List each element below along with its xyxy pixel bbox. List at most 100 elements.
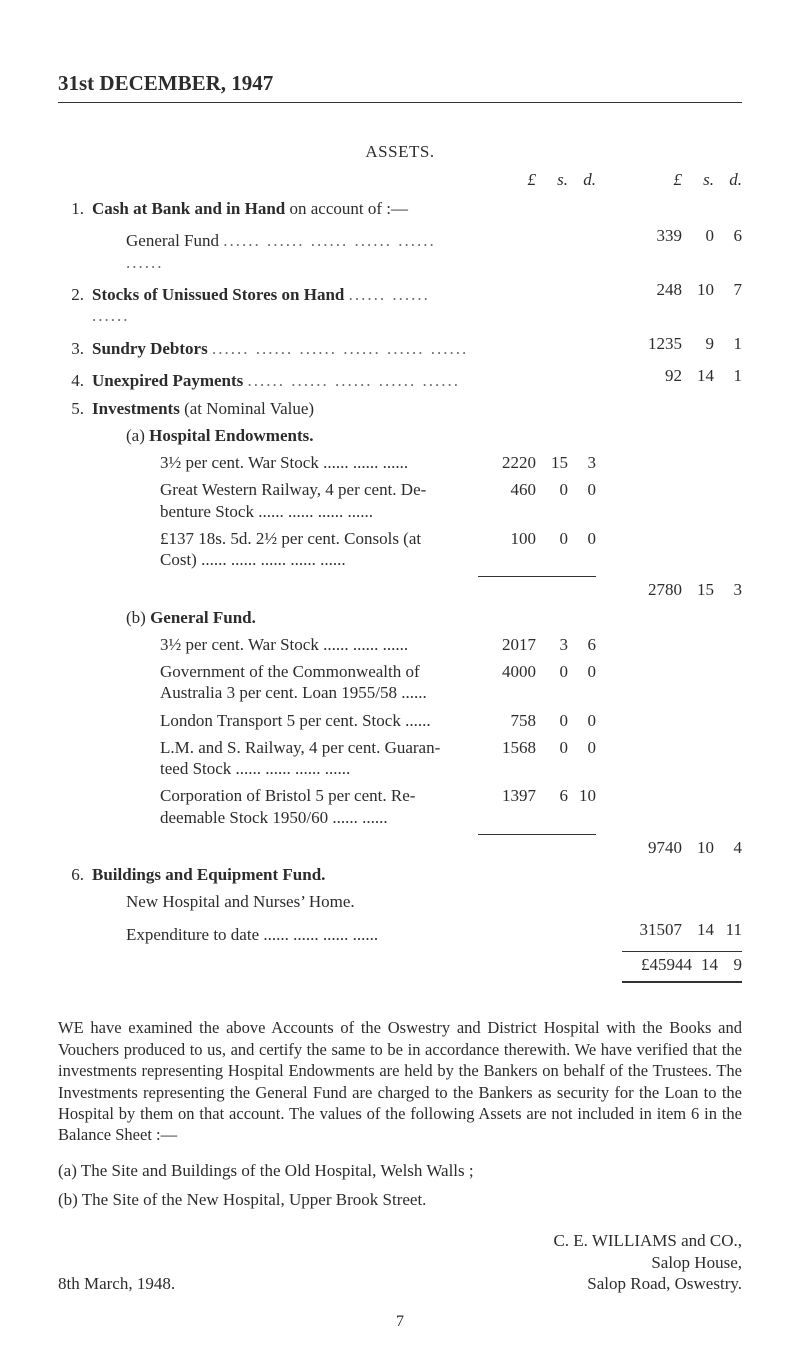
asset-item-5: 5. Investments (at Nominal Value) [58,398,742,419]
asset-item-1: 1. Cash at Bank and in Hand on account o… [58,198,742,219]
amt-d: 1 [714,365,742,386]
amt-s: 0 [536,479,568,500]
asset-5a-line: £137 18s. 5d. 2½ per cent. Consols (at C… [58,528,742,571]
amt-L: 31507 [624,919,682,940]
amt-s: 10 [682,837,714,858]
section-heading: ASSETS. [58,141,742,162]
auditor-paragraph: WE have examined the above Accounts of t… [58,1017,742,1146]
amt-d: 9 [718,954,742,975]
auditor-sublist: (a) The Site and Buildings of the Old Ho… [58,1160,742,1211]
line-text: London Transport 5 per cent. Stock .....… [92,710,478,731]
page-header: 31st DECEMBER, 1947 [58,70,742,96]
amt-L: 9740 [624,837,682,858]
amt-s: 0 [536,661,568,682]
amt-d: 0 [568,710,596,731]
item-sub: Expenditure to date ...... ...... ......… [92,924,478,945]
amt-d: 3 [568,452,596,473]
grand-total: £45944 14 9 [58,954,742,975]
amt-s: 9 [682,333,714,354]
col-d-outer: d. [714,169,742,190]
item-sub: New Hospital and Nurses’ Home. [92,891,742,912]
item-index: 4. [58,370,92,391]
amt-d: 7 [714,279,742,300]
sub-title: Hospital Endowments. [149,426,313,445]
amt-s: 0 [536,737,568,758]
signature-addr1: Salop House, [366,1252,742,1273]
amt-s: 3 [536,634,568,655]
asset-item-3: 3. Sundry Debtors ...... ...... ...... .… [58,333,742,360]
item-title: Buildings and Equipment Fund. [92,865,325,884]
line-text: Corporation of Bristol 5 per cent. Re- d… [92,785,478,828]
sub-label: (b) [126,608,146,627]
amt-s: 6 [536,785,568,806]
asset-5b-line: L.M. and S. Railway, 4 per cent. Guaran-… [58,737,742,780]
asset-5b-line: Corporation of Bristol 5 per cent. Re- d… [58,785,742,828]
amt-L: 4000 [478,661,536,682]
asset-5b-total: 9740 10 4 [58,837,742,858]
amt-d: 0 [568,479,596,500]
col-s-inner: s. [536,169,568,190]
item-index: 1. [58,198,92,219]
col-L-inner: £ [478,169,536,190]
asset-item-5b: (b) General Fund. [58,607,742,628]
amt-d: 6 [714,225,742,246]
col-L-outer: £ [624,169,682,190]
amt-L: 460 [478,479,536,500]
col-d-inner: d. [568,169,596,190]
amt-L: 2220 [478,452,536,473]
col-s-outer: s. [682,169,714,190]
item-sub: General Fund [126,231,219,250]
asset-5b-line: Government of the Commonwealth of Austra… [58,661,742,704]
amt-s: 0 [682,225,714,246]
auditor-item-b: (b) The Site of the New Hospital, Upper … [58,1189,742,1210]
asset-5a-line: 3½ per cent. War Stock ...... ...... ...… [58,452,742,473]
item-title-rest: (at Nominal Value) [180,399,314,418]
sub-title: General Fund. [150,608,256,627]
item-index: 2. [58,284,92,305]
asset-item-6-sub2: Expenditure to date ...... ...... ......… [58,919,742,946]
amt-s: 14 [682,365,714,386]
amt-s: 14 [682,919,714,940]
item-index: 5. [58,398,92,419]
item-title: Cash at Bank and in Hand [92,199,285,218]
amt-d: 0 [568,737,596,758]
asset-item-4: 4. Unexpired Payments ...... ...... ....… [58,365,742,392]
asset-item-5a: (a) Hospital Endowments. [58,425,742,446]
item-title: Investments [92,399,180,418]
asset-item-2: 2. Stocks of Unissued Stores on Hand ...… [58,279,742,327]
asset-5a-total: 2780 15 3 [58,579,742,600]
line-text: 3½ per cent. War Stock ...... ...... ...… [92,634,478,655]
amt-L: 1397 [478,785,536,806]
amt-s: 0 [536,710,568,731]
asset-item-1-sub: General Fund ...... ...... ...... ......… [58,225,742,273]
asset-5a-line: Great Western Railway, 4 per cent. De- b… [58,479,742,522]
subtotal-rule [478,834,596,835]
signature-date: 8th March, 1948. [58,1273,175,1294]
amt-L: 1568 [478,737,536,758]
asset-item-6-sub: New Hospital and Nurses’ Home. [58,891,742,912]
line-text: £137 18s. 5d. 2½ per cent. Consols (at C… [92,528,478,571]
item-index: 3. [58,338,92,359]
amt-L: 2780 [624,579,682,600]
item-title: Stocks of Unissued Stores on Hand [92,285,344,304]
line-text: Government of the Commonwealth of Austra… [92,661,478,704]
amt-L: 248 [624,279,682,300]
amt-d: 6 [568,634,596,655]
amt-L: 1235 [624,333,682,354]
line-text: 3½ per cent. War Stock ...... ...... ...… [92,452,478,473]
item-title-rest: on account of :— [285,199,408,218]
item-title: Sundry Debtors [92,339,208,358]
item-index: 6. [58,864,92,885]
signature-name: C. E. WILLIAMS and CO., [366,1230,742,1251]
amt-d: 10 [568,785,596,806]
item-title: Unexpired Payments [92,371,243,390]
amt-L: 92 [624,365,682,386]
subtotal-rule [478,576,596,577]
amt-L: 758 [478,710,536,731]
amt-L: 339 [624,225,682,246]
amt-d: 11 [714,919,742,940]
amt-s: 10 [682,279,714,300]
total-rule-bottom [622,981,742,983]
amt-d: 4 [714,837,742,858]
amt-L: 100 [478,528,536,549]
